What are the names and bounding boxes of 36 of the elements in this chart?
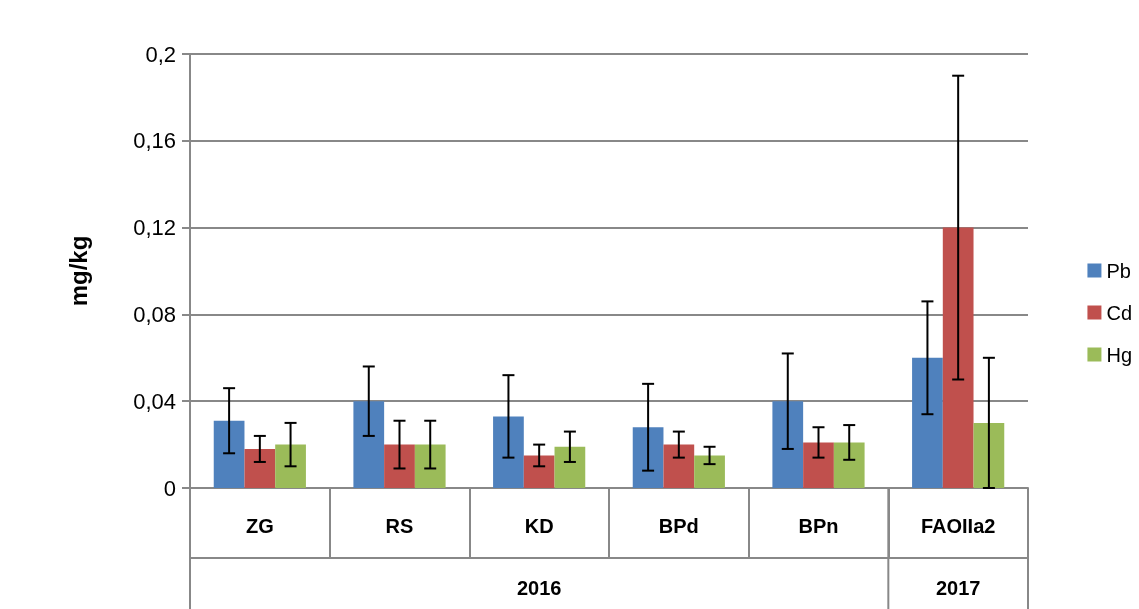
bar — [414, 444, 446, 488]
bar — [493, 416, 524, 488]
bar — [523, 455, 555, 488]
text: 2017 — [935, 577, 981, 599]
bar — [353, 401, 385, 488]
bar — [554, 446, 586, 488]
x-tick-label: ZG — [245, 515, 274, 537]
y-tick-label: 0 — [163, 475, 176, 501]
y-tick-label: 0,16 — [133, 128, 176, 154]
bar — [803, 442, 834, 488]
bar — [772, 401, 804, 488]
bar — [973, 422, 1005, 488]
bar — [833, 442, 865, 488]
y-tick-label: 0,08 — [133, 301, 176, 327]
legend-label: Cd — [1106, 301, 1133, 324]
bar — [213, 420, 245, 488]
y-tick-label: 0,12 — [133, 215, 176, 241]
bar — [912, 357, 943, 488]
text: 2016 — [516, 577, 562, 599]
x-tick-label: RS — [385, 515, 414, 537]
bar — [663, 444, 695, 488]
y-tick-label: 0,04 — [133, 388, 176, 414]
x-tick-label: BPd — [658, 515, 699, 537]
bar — [244, 448, 276, 488]
legend-label: Pb — [1106, 259, 1131, 282]
bar — [942, 227, 974, 488]
x-tick-label: FAOIIa2 — [920, 515, 996, 537]
bar — [384, 444, 415, 488]
x-tick-label: KD — [524, 515, 554, 537]
legend-label: Hg — [1106, 343, 1133, 366]
bar — [632, 427, 664, 488]
y-axis-title: mg/kg — [64, 235, 92, 307]
x-tick-label: BPn — [798, 515, 839, 537]
bar — [275, 444, 306, 488]
bar — [694, 455, 725, 488]
y-tick-label: 0,2 — [145, 41, 176, 67]
